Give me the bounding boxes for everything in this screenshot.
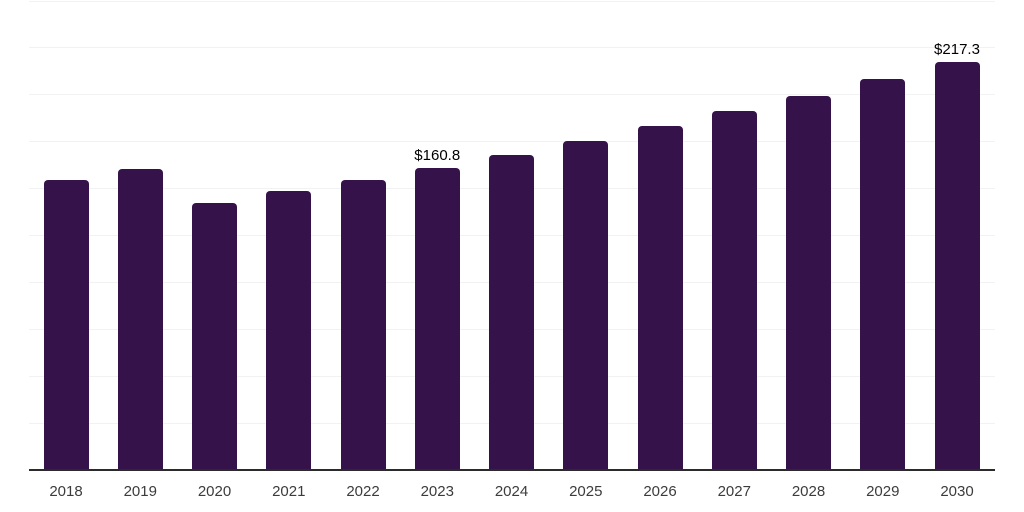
x-tick-2019: 2019 <box>123 483 157 500</box>
gridline-200 <box>29 94 995 96</box>
gridline-175 <box>29 141 995 143</box>
bar-2030[interactable] <box>934 61 980 470</box>
gridline-225 <box>29 47 995 49</box>
bar-2029[interactable] <box>860 79 906 470</box>
x-tick-2018: 2018 <box>49 483 83 500</box>
bar-2019[interactable] <box>117 168 163 470</box>
x-tick-2025: 2025 <box>569 483 603 500</box>
bar-2025[interactable] <box>563 140 609 470</box>
data-label-2030: $217.3 <box>934 40 980 58</box>
bar-2021[interactable] <box>266 190 312 470</box>
x-tick-2024: 2024 <box>494 483 529 500</box>
x-tick-2023: 2023 <box>420 483 454 500</box>
x-tick-2020: 2020 <box>197 483 232 500</box>
x-tick-2022: 2022 <box>346 483 380 500</box>
bar-2018[interactable] <box>43 179 89 470</box>
bar-2027[interactable] <box>711 111 757 470</box>
bar-2024[interactable] <box>489 154 534 470</box>
x-tick-2029: 2029 <box>866 483 900 500</box>
bar-2028[interactable] <box>786 95 831 470</box>
data-label-2023: $160.8 <box>414 147 461 165</box>
gridline-250 <box>29 0 995 2</box>
bar-2020[interactable] <box>192 202 237 470</box>
bar-2023[interactable] <box>414 168 460 470</box>
x-tick-2027: 2027 <box>717 483 751 500</box>
x-tick-2026: 2026 <box>643 483 677 500</box>
x-tick-2021: 2021 <box>272 483 306 500</box>
x-axis-line <box>29 469 995 471</box>
x-tick-2028: 2028 <box>791 483 826 500</box>
x-tick-2030: 2030 <box>940 483 974 500</box>
bar-2026[interactable] <box>637 126 683 470</box>
bar-2022[interactable] <box>340 180 386 470</box>
